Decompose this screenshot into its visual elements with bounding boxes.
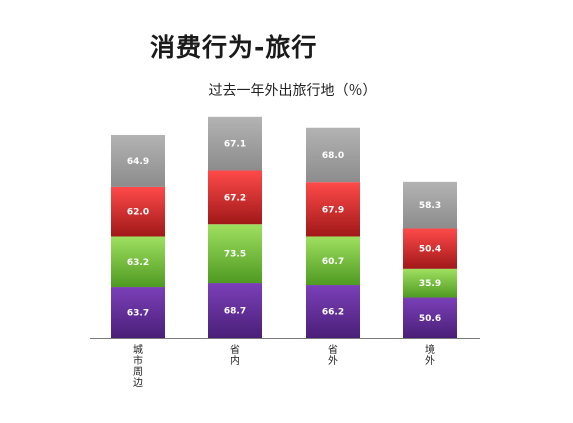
data-label: 64.9 <box>127 157 149 167</box>
data-label: 67.9 <box>322 205 344 215</box>
data-label: 63.2 <box>127 258 149 268</box>
data-label: 68.0 <box>322 151 344 161</box>
bar-segment <box>306 236 360 286</box>
bar-segment <box>306 285 360 338</box>
data-label: 68.7 <box>224 307 246 317</box>
bar-segment <box>208 116 262 171</box>
category-label: 境外 <box>425 343 435 367</box>
bar-segment <box>403 181 457 229</box>
data-label: 50.6 <box>419 314 441 324</box>
bar-segment <box>111 134 165 187</box>
data-label: 62.0 <box>127 208 149 218</box>
data-label: 35.9 <box>419 279 441 289</box>
bar-segment <box>208 170 262 225</box>
category-labels: 城市周边 省内 省外 境外 <box>133 343 435 389</box>
bar-segment <box>208 224 262 284</box>
bar-segment <box>111 236 165 288</box>
data-label: 67.1 <box>224 140 246 150</box>
data-label: 63.7 <box>127 309 149 319</box>
bar-segment <box>403 228 457 269</box>
data-label: 58.3 <box>419 201 441 211</box>
data-label: 66.2 <box>322 308 344 318</box>
category-label: 省内 <box>230 343 240 367</box>
bars-layer: 63.7 63.2 62.0 64.9 68.7 73.5 67.2 67.1 66.2 60.7… <box>111 116 457 338</box>
bar-segment <box>403 297 457 338</box>
bar-segment <box>306 182 360 237</box>
category-label: 城市周边 <box>133 344 143 389</box>
bar-segment <box>208 283 262 338</box>
data-label: 50.4 <box>419 245 441 255</box>
bar-segment <box>111 186 165 237</box>
chart-title: 过去一年外出旅行地（％） <box>208 83 377 99</box>
category-label: 省外 <box>328 343 338 367</box>
data-label: 60.7 <box>322 257 344 267</box>
data-label: 73.5 <box>224 250 246 260</box>
data-label: 67.2 <box>224 193 246 203</box>
bar-segment <box>111 287 165 338</box>
bar-segment <box>403 268 457 298</box>
bar-segment <box>306 127 360 183</box>
page-title: 消费行为-旅行 <box>150 33 318 62</box>
